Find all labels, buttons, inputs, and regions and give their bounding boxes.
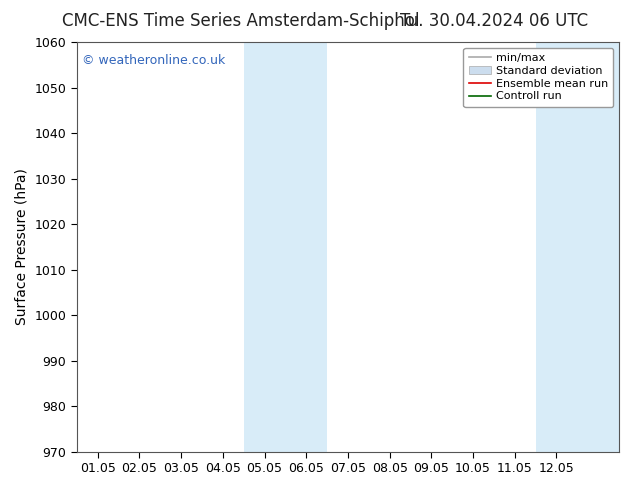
- Text: CMC-ENS Time Series Amsterdam-Schiphol: CMC-ENS Time Series Amsterdam-Schiphol: [62, 12, 420, 30]
- Legend: min/max, Standard deviation, Ensemble mean run, Controll run: min/max, Standard deviation, Ensemble me…: [463, 48, 614, 107]
- Bar: [243, 42, 327, 452]
- Y-axis label: Surface Pressure (hPa): Surface Pressure (hPa): [15, 169, 29, 325]
- Text: Tu. 30.04.2024 06 UTC: Tu. 30.04.2024 06 UTC: [401, 12, 588, 30]
- Text: © weatheronline.co.uk: © weatheronline.co.uk: [82, 54, 226, 67]
- Bar: [536, 42, 619, 452]
